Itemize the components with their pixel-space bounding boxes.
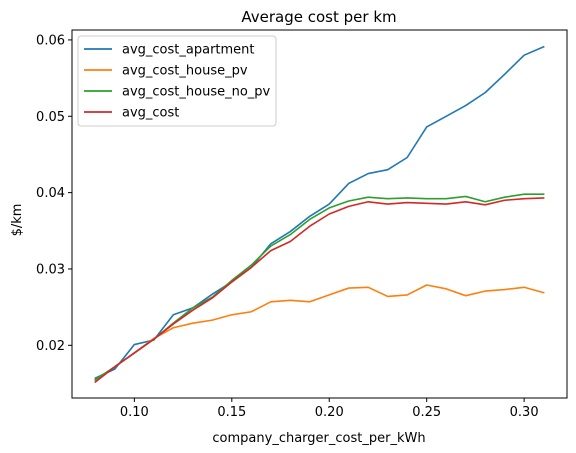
- chart-title: Average cost per km: [241, 8, 396, 26]
- x-tick-label: 0.10: [120, 405, 149, 420]
- y-axis-label: $/km: [10, 204, 25, 237]
- series-line-avg-cost-apartment: [94, 45, 545, 380]
- x-tick-label: 0.30: [510, 405, 539, 420]
- x-axis-label: company_charger_cost_per_kWh: [212, 431, 425, 446]
- y-tick-label: 0.05: [36, 110, 65, 125]
- series-line-avg-cost-house-pv: [94, 284, 545, 382]
- x-tick-label: 0.15: [217, 405, 246, 420]
- legend-label: avg_cost: [122, 106, 179, 121]
- legend-label: avg_cost_apartment: [122, 43, 255, 58]
- x-tick-label: 0.25: [412, 405, 441, 420]
- x-axis: 0.10 0.15 0.20 0.25 0.30: [120, 398, 539, 420]
- plot-area: [94, 45, 545, 384]
- series-line-avg-cost: [94, 197, 545, 384]
- y-tick-label: 0.02: [36, 339, 65, 354]
- y-tick-label: 0.04: [36, 186, 65, 201]
- legend-label: avg_cost_house_no_pv: [122, 85, 271, 100]
- y-tick-label: 0.06: [36, 33, 65, 48]
- y-axis: 0.02 0.03 0.04 0.05 0.06: [36, 33, 72, 354]
- x-tick-label: 0.20: [315, 405, 344, 420]
- axes-frame: [71, 29, 568, 399]
- y-tick-label: 0.03: [36, 262, 65, 277]
- legend: avg_cost_apartment avg_cost_house_pv avg_c…: [77, 35, 277, 127]
- legend-label: avg_cost_house_pv: [122, 64, 248, 79]
- legend-box: [77, 35, 277, 127]
